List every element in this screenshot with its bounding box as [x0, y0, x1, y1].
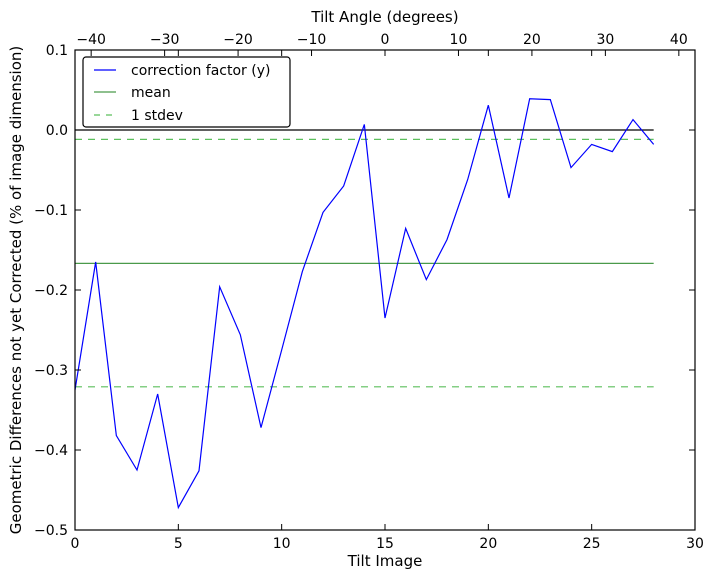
- x-tick-label: 15: [376, 536, 394, 552]
- x-tick-label: 0: [71, 536, 80, 552]
- top-x-tick-label: −30: [150, 32, 180, 48]
- y-tick-label: −0.3: [34, 363, 68, 379]
- top-x-tick-label: −10: [297, 32, 327, 48]
- top-x-axis-label: Tilt Angle (degrees): [310, 8, 458, 26]
- y-tick-label: 0.1: [46, 43, 68, 59]
- y-tick-label: −0.5: [34, 523, 68, 539]
- top-x-tick-label: 20: [523, 32, 541, 48]
- x-tick-label: 25: [583, 536, 601, 552]
- y-axis-label: Geometric Differences not yet Corrected …: [7, 46, 25, 535]
- y-tick-label: −0.2: [34, 283, 68, 299]
- top-x-tick-label: 10: [450, 32, 468, 48]
- legend-label-mean: mean: [131, 85, 171, 101]
- top-x-tick-label: −40: [76, 32, 106, 48]
- y-tick-label: −0.4: [34, 443, 68, 459]
- top-x-tick-label: 0: [381, 32, 390, 48]
- x-axis-label: Tilt Image: [347, 552, 423, 570]
- legend-label-correction: correction factor (y): [131, 63, 270, 79]
- x-tick-label: 10: [273, 536, 291, 552]
- legend-label-stdev: 1 stdev: [131, 108, 183, 124]
- x-tick-label: 5: [174, 536, 183, 552]
- y-tick-label: −0.1: [34, 203, 68, 219]
- top-x-tick-label: 30: [596, 32, 614, 48]
- x-tick-label: 30: [686, 536, 704, 552]
- x-tick-label: 20: [479, 536, 497, 552]
- top-x-tick-label: −20: [223, 32, 253, 48]
- top-x-tick-label: 40: [670, 32, 688, 48]
- legend: correction factor (y) mean 1 stdev: [82, 56, 291, 128]
- y-tick-label: 0.0: [46, 123, 68, 139]
- series-correction-factor-y-: [74, 98, 655, 510]
